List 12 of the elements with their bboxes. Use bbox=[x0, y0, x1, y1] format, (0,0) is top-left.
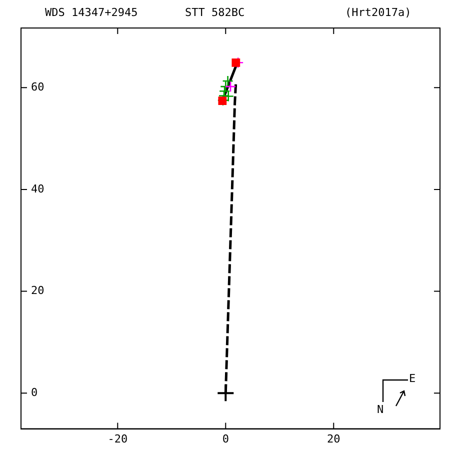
annotation: N bbox=[377, 403, 384, 416]
x-tick-label: 20 bbox=[327, 432, 340, 446]
y-tick-label: 60 bbox=[31, 80, 44, 94]
chart-title: STT 582BC bbox=[185, 6, 245, 19]
x-tick-label: 0 bbox=[222, 432, 229, 446]
y-tick-label: 40 bbox=[31, 182, 44, 196]
annotation: E bbox=[409, 372, 416, 385]
text: WDS 14347+2945 bbox=[45, 6, 138, 19]
y-tick-label: 0 bbox=[31, 386, 38, 400]
x-tick-label: -20 bbox=[108, 432, 128, 446]
text: (Hrt2017a) bbox=[345, 6, 412, 19]
y-tick-label: 20 bbox=[31, 284, 44, 298]
